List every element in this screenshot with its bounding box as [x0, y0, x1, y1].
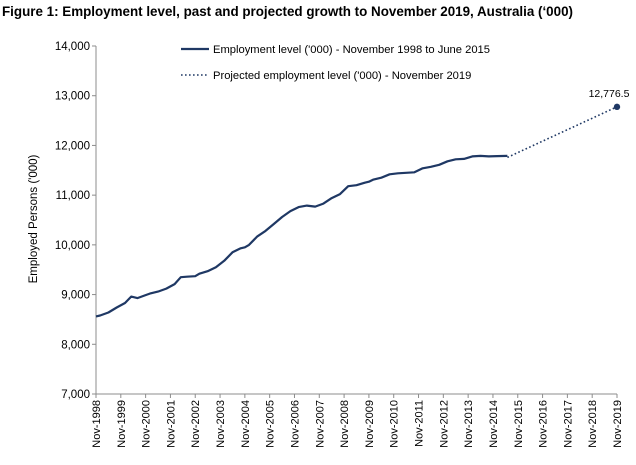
- y-tick-label: 10,000: [55, 240, 90, 252]
- x-tick-label: Nov-2015: [513, 400, 525, 448]
- x-tick-label: Nov-2006: [289, 400, 301, 448]
- x-tick-label: Nov-2014: [488, 400, 500, 448]
- y-tick-label: 8,000: [61, 339, 90, 351]
- y-tick-label: 7,000: [61, 389, 90, 401]
- y-tick-label: 11,000: [56, 190, 90, 202]
- x-tick-label: Nov-2001: [165, 400, 177, 448]
- x-tick-label: Nov-2012: [438, 400, 450, 448]
- x-tick-label: Nov-1998: [91, 400, 103, 448]
- x-tick-label: Nov-2002: [190, 400, 202, 448]
- x-tick-label: Nov-2007: [314, 400, 326, 448]
- y-axis-label: Employed Persons ('000): [28, 154, 40, 283]
- legend-entry-label: Employment level ('000) - November 1998 …: [213, 44, 490, 56]
- chart-axes: [95, 46, 617, 395]
- x-tick-label: Nov-2011: [414, 400, 426, 447]
- projected-employment-line: [507, 106, 618, 159]
- x-tick-label: Nov-2016: [538, 400, 550, 448]
- x-tick-label: Nov-2008: [339, 400, 351, 448]
- y-tick-label: 14,000: [55, 41, 90, 53]
- chart-annotations: 12,776.5: [589, 88, 630, 111]
- x-tick-label: Nov-2013: [463, 400, 475, 448]
- x-tick-label: Nov-2019: [612, 400, 624, 448]
- y-tick-label: 12,000: [55, 140, 90, 152]
- x-tick-label: Nov-1999: [116, 400, 128, 448]
- y-axis-ticks: 7,000 8,000 9,000 10,000 11,000 12,000 13,000 1…: [55, 41, 96, 401]
- x-tick-label: Nov-2009: [364, 400, 376, 448]
- y-tick-label: 9,000: [61, 290, 90, 302]
- data-label: 12,776.5: [589, 88, 630, 100]
- y-tick-label: 13,000: [55, 91, 90, 103]
- x-tick-label: Nov-2010: [389, 400, 401, 448]
- x-tick-label: Nov-2003: [215, 400, 227, 448]
- projected-endpoint-marker: [613, 103, 621, 111]
- legend-entry-label: Projected employment level ('000) - Nove…: [213, 70, 471, 82]
- x-tick-label: Nov-2005: [265, 400, 277, 448]
- x-tick-label: Nov-2000: [141, 400, 153, 448]
- chart-legend: Employment level ('000) - November 1998 …: [181, 44, 490, 82]
- x-axis-ticks: Nov-1998 Nov-1999 Nov-2000 Nov-2001 Nov-2002…: [91, 394, 624, 448]
- chart-title: Figure 1: Employment level, past and pro…: [2, 4, 573, 19]
- chart-series: [95, 106, 618, 318]
- x-tick-label: Nov-2017: [562, 400, 574, 448]
- x-tick-label: Nov-2018: [587, 400, 599, 448]
- x-tick-label: Nov-2004: [240, 400, 252, 448]
- employment-level-line: [95, 154, 508, 318]
